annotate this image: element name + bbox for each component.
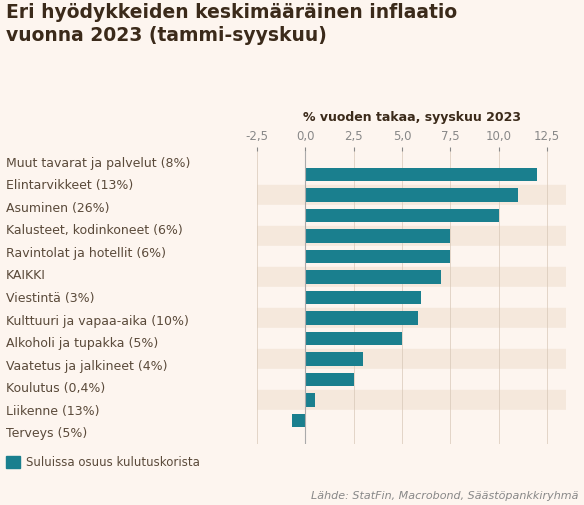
Bar <box>305 394 315 407</box>
Text: KAIKKI: KAIKKI <box>6 269 46 282</box>
Text: Viestintä (3%): Viestintä (3%) <box>6 291 95 305</box>
Bar <box>257 185 566 206</box>
Bar <box>257 411 566 431</box>
Bar <box>305 291 422 305</box>
Text: Alkoholi ja tupakka (5%): Alkoholi ja tupakka (5%) <box>6 336 158 349</box>
Bar <box>257 308 566 329</box>
Text: Eri hyödykkeiden keskimääräinen inflaatio
vuonna 2023 (tammi-syyskuu): Eri hyödykkeiden keskimääräinen inflaati… <box>6 3 457 45</box>
Text: Vaatetus ja jalkineet (4%): Vaatetus ja jalkineet (4%) <box>6 359 168 372</box>
Bar <box>305 230 450 243</box>
Text: Kalusteet, kodinkoneet (6%): Kalusteet, kodinkoneet (6%) <box>6 224 183 237</box>
Text: Lähde: StatFin, Macrobond, Säästöpankkiryhmä: Lähde: StatFin, Macrobond, Säästöpankkir… <box>311 490 578 500</box>
Bar <box>305 373 354 386</box>
Text: Ravintolat ja hotellit (6%): Ravintolat ja hotellit (6%) <box>6 246 166 260</box>
Text: Suluissa osuus kulutuskorista: Suluissa osuus kulutuskorista <box>26 456 200 469</box>
Bar <box>305 210 499 223</box>
Bar <box>305 168 537 182</box>
X-axis label: % vuoden takaa, syyskuu 2023: % vuoden takaa, syyskuu 2023 <box>303 111 521 124</box>
Bar <box>257 247 566 267</box>
Bar <box>257 349 566 370</box>
Bar <box>305 189 518 202</box>
Text: Kulttuuri ja vapaa-aika (10%): Kulttuuri ja vapaa-aika (10%) <box>6 314 189 327</box>
Bar <box>257 329 566 349</box>
Text: Koulutus (0,4%): Koulutus (0,4%) <box>6 382 105 394</box>
Bar <box>305 332 402 345</box>
Bar <box>292 414 305 428</box>
Text: Terveys (5%): Terveys (5%) <box>6 427 87 440</box>
Bar <box>257 226 566 247</box>
Bar <box>257 165 566 185</box>
Text: Muut tavarat ja palvelut (8%): Muut tavarat ja palvelut (8%) <box>6 156 190 169</box>
Bar <box>257 390 566 411</box>
Bar <box>257 206 566 226</box>
Bar <box>257 370 566 390</box>
Bar <box>257 267 566 288</box>
Bar <box>257 288 566 308</box>
Bar <box>305 250 450 264</box>
Bar <box>305 271 441 284</box>
Text: Liikenne (13%): Liikenne (13%) <box>6 404 99 417</box>
Bar <box>305 352 363 366</box>
Text: Elintarvikkeet (13%): Elintarvikkeet (13%) <box>6 179 133 192</box>
Text: Asuminen (26%): Asuminen (26%) <box>6 201 109 214</box>
Bar <box>305 312 418 325</box>
